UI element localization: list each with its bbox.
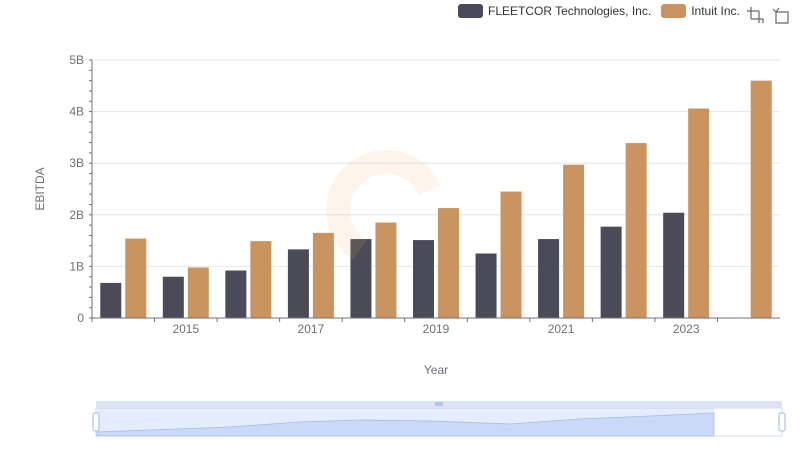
y-axis-title: EBITDA xyxy=(33,167,47,210)
bar-intuit-2020[interactable] xyxy=(500,191,522,318)
y-tick-label: 3B xyxy=(69,156,84,170)
bar-intuit-2016[interactable] xyxy=(250,241,272,318)
watermark-logo xyxy=(326,149,441,261)
restore-icon[interactable] xyxy=(772,6,790,24)
y-tick-label: 5B xyxy=(69,53,84,67)
slider-drag-handle[interactable] xyxy=(435,402,443,406)
bar-intuit-2019[interactable] xyxy=(438,208,459,318)
bar-intuit-2014[interactable] xyxy=(125,238,147,318)
legend-label-fleetcor: FLEETCOR Technologies, Inc. xyxy=(488,4,652,18)
bar-intuit-2021[interactable] xyxy=(563,164,585,318)
legend-item-fleetcor[interactable]: FLEETCOR Technologies, Inc. xyxy=(458,4,651,18)
x-tick-label: 2017 xyxy=(298,322,325,336)
y-tick-label: 2B xyxy=(69,208,84,222)
bar-fleetcor-2022[interactable] xyxy=(600,226,622,318)
bar-intuit-2017[interactable] xyxy=(312,232,334,318)
y-axis: 0 1B 2B 3B 4B 5B xyxy=(69,53,93,325)
bar-fleetcor-2018[interactable] xyxy=(350,239,372,318)
x-tick-label: 2021 xyxy=(548,322,575,336)
bar-intuit-2023[interactable] xyxy=(688,108,710,318)
bars xyxy=(100,80,772,319)
bar-fleetcor-2023[interactable] xyxy=(663,212,685,318)
bar-intuit-2024[interactable] xyxy=(750,80,772,318)
legend-label-intuit: Intuit Inc. xyxy=(691,4,740,18)
y-tick-label: 4B xyxy=(69,105,84,119)
legend-item-intuit[interactable]: Intuit Inc. xyxy=(661,4,740,18)
bar-intuit-2022[interactable] xyxy=(625,143,647,318)
legend-swatch-intuit xyxy=(661,4,687,18)
bar-intuit-2018[interactable] xyxy=(375,222,397,318)
bar-intuit-2015[interactable] xyxy=(187,267,209,318)
x-tick-label: 2015 xyxy=(172,322,199,336)
bar-fleetcor-2017[interactable] xyxy=(287,249,309,318)
bar-fleetcor-2020[interactable] xyxy=(475,253,497,319)
data-zoom-slider[interactable] xyxy=(92,401,786,437)
legend: FLEETCOR Technologies, Inc. Intuit Inc. xyxy=(458,4,750,18)
bar-fleetcor-2019[interactable] xyxy=(413,240,434,318)
slider-left-handle[interactable] xyxy=(92,412,100,432)
x-tick-label: 2023 xyxy=(673,322,700,336)
y-tick-label: 1B xyxy=(69,259,84,273)
toolbox xyxy=(746,6,798,24)
bar-fleetcor-2021[interactable] xyxy=(538,239,560,318)
bar-fleetcor-2014[interactable] xyxy=(100,282,122,318)
slider-overview-area xyxy=(96,412,715,437)
x-axis-title: Year xyxy=(424,363,448,377)
legend-swatch-fleetcor xyxy=(458,4,483,18)
x-tick-label: 2019 xyxy=(423,322,450,336)
bar-fleetcor-2016[interactable] xyxy=(225,270,247,318)
slider-window xyxy=(97,408,714,436)
slider-right-handle[interactable] xyxy=(778,412,786,432)
x-axis: 2015 2017 2019 2021 2023 xyxy=(91,317,780,336)
y-tick-label: 0 xyxy=(77,311,84,325)
bar-fleetcor-2015[interactable] xyxy=(162,276,184,318)
data-zoom-icon[interactable] xyxy=(746,6,764,24)
